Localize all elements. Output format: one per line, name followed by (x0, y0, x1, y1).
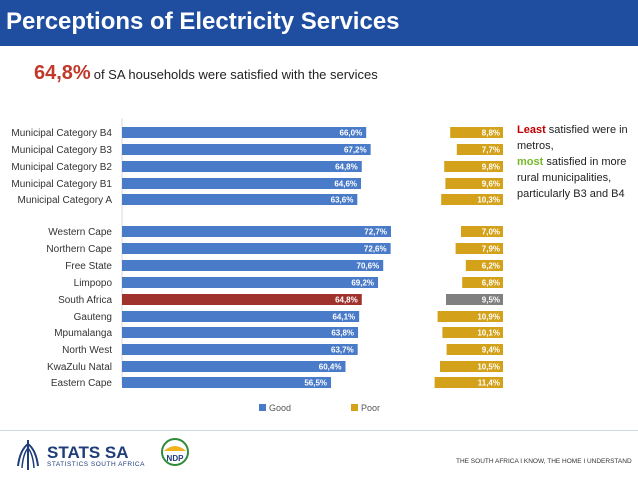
label-poor-municipal-category-b4: 8,8% (482, 129, 500, 138)
label-poor-municipal-category-b3: 7,7% (482, 146, 500, 155)
category-label-gauteng: Gauteng (74, 312, 112, 323)
bar-good-free-state (122, 260, 384, 271)
legend-label-poor: Poor (361, 403, 380, 413)
headline-value: 64,8% (34, 62, 91, 84)
bar-poor-gauteng (437, 311, 503, 322)
label-poor-western-cape: 7,0% (482, 228, 500, 237)
label-poor-kwazulu-natal: 10,5% (477, 363, 500, 372)
note-line1: satisfied were in metros, (517, 124, 628, 152)
bar-poor-municipal-category-b1 (445, 178, 503, 189)
label-poor-limpopo: 6,8% (482, 279, 500, 288)
bar-poor-limpopo (462, 277, 503, 288)
category-label-northern-cape: Northern Cape (46, 244, 112, 255)
ndp-logo: NDP (161, 438, 189, 466)
note-most: most (517, 156, 544, 168)
bar-poor-south-africa (446, 294, 503, 305)
label-good-south-africa: 64,8% (335, 296, 358, 305)
label-poor-municipal-category-b2: 9,8% (482, 163, 500, 172)
category-label-north-west: North West (62, 345, 112, 356)
category-label-western-cape: Western Cape (48, 227, 112, 238)
legend-swatch-good (259, 404, 266, 411)
label-good-western-cape: 72,7% (364, 228, 387, 237)
label-good-northern-cape: 72,6% (364, 245, 387, 254)
stats-sa-logo-icon (17, 440, 39, 470)
label-good-mpumalanga: 63,8% (331, 329, 354, 338)
label-poor-mpumalanga: 10,1% (477, 329, 500, 338)
stats-sa-logo: STATS SA (47, 443, 129, 462)
legend-swatch-poor (351, 404, 358, 411)
bar-good-gauteng (122, 311, 360, 322)
label-good-limpopo: 69,2% (351, 279, 374, 288)
label-good-municipal-category-b3: 67,2% (344, 146, 367, 155)
category-label-municipal-category-b1: Municipal Category B1 (11, 179, 112, 190)
category-label-south-africa: South Africa (58, 295, 112, 306)
bar-poor-municipal-category-a (441, 194, 503, 205)
label-poor-municipal-category-b1: 9,6% (482, 180, 500, 189)
label-poor-northern-cape: 7,9% (482, 245, 500, 254)
bar-poor-eastern-cape (434, 377, 503, 388)
label-poor-municipal-category-a: 10,3% (477, 196, 500, 205)
bar-good-eastern-cape (122, 377, 332, 388)
category-label-municipal-category-b3: Municipal Category B3 (11, 145, 112, 156)
category-label-limpopo: Limpopo (74, 278, 113, 289)
bar-poor-mpumalanga (442, 327, 503, 338)
footer-divider (0, 430, 638, 431)
bar-good-municipal-category-a (122, 194, 358, 205)
bar-good-mpumalanga (122, 327, 359, 338)
label-poor-gauteng: 10,9% (477, 313, 500, 322)
category-label-municipal-category-b4: Municipal Category B4 (11, 128, 112, 139)
label-good-municipal-category-a: 63,6% (331, 196, 354, 205)
bar-good-municipal-category-b3 (122, 144, 371, 155)
bar-poor-kwazulu-natal (440, 361, 503, 372)
label-poor-eastern-cape: 11,4% (478, 379, 500, 388)
note-least: Least (517, 124, 546, 136)
annotation-note: Least satisfied were in metros, most sat… (517, 122, 635, 202)
label-good-municipal-category-b4: 66,0% (340, 129, 363, 138)
bar-poor-municipal-category-b2 (444, 161, 503, 172)
label-good-north-west: 63,7% (331, 346, 354, 355)
category-label-kwazulu-natal: KwaZulu Natal (47, 362, 112, 373)
note-line2: satisfied in more rural municipalities, … (517, 156, 627, 200)
label-poor-free-state: 6,2% (482, 262, 500, 271)
bar-good-western-cape (122, 226, 391, 237)
label-poor-north-west: 9,4% (482, 346, 500, 355)
bar-good-kwazulu-natal (122, 361, 346, 372)
category-label-municipal-category-b2: Municipal Category B2 (11, 162, 112, 173)
category-label-mpumalanga: Mpumalanga (54, 328, 112, 339)
bar-good-municipal-category-b2 (122, 161, 362, 172)
label-good-gauteng: 64,1% (332, 313, 355, 322)
page-title: Perceptions of Electricity Services (6, 8, 400, 35)
footer-tagline: THE SOUTH AFRICA I KNOW, THE HOME I UNDE… (456, 458, 632, 465)
label-good-eastern-cape: 56,5% (304, 379, 327, 388)
bar-poor-northern-cape (455, 243, 503, 254)
label-good-free-state: 70,6% (357, 262, 380, 271)
ndp-logo-text: NDP (167, 454, 185, 463)
category-label-municipal-category-a: Municipal Category A (18, 195, 113, 206)
label-good-kwazulu-natal: 60,4% (319, 363, 342, 372)
label-poor-south-africa: 9,5% (482, 296, 500, 305)
bar-good-north-west (122, 344, 358, 355)
title-bar: Perceptions of Electricity Services (0, 0, 638, 46)
bar-good-northern-cape (122, 243, 391, 254)
bar-chart: Municipal Category B4 66,0% 8,8% Municipal … (11, 118, 503, 413)
stats-sa-subtitle: STATISTICS SOUTH AFRICA (47, 461, 145, 468)
bar-poor-north-west (446, 344, 503, 355)
bar-good-south-africa (122, 294, 362, 305)
headline: 64,8% of SA households were satisfied wit… (34, 62, 378, 85)
bar-good-limpopo (122, 277, 379, 288)
bar-poor-free-state (465, 260, 503, 271)
headline-text: of SA households were satisfied with the… (93, 67, 378, 82)
bar-poor-municipal-category-b3 (456, 144, 503, 155)
label-good-municipal-category-b2: 64,8% (335, 163, 358, 172)
bar-poor-municipal-category-b4 (450, 127, 503, 138)
category-label-free-state: Free State (65, 261, 112, 272)
bar-poor-western-cape (461, 226, 503, 237)
label-good-municipal-category-b1: 64,6% (334, 180, 357, 189)
category-label-eastern-cape: Eastern Cape (51, 378, 113, 389)
bar-good-municipal-category-b4 (122, 127, 367, 138)
bar-good-municipal-category-b1 (122, 178, 362, 189)
legend-label-good: Good (269, 403, 291, 413)
